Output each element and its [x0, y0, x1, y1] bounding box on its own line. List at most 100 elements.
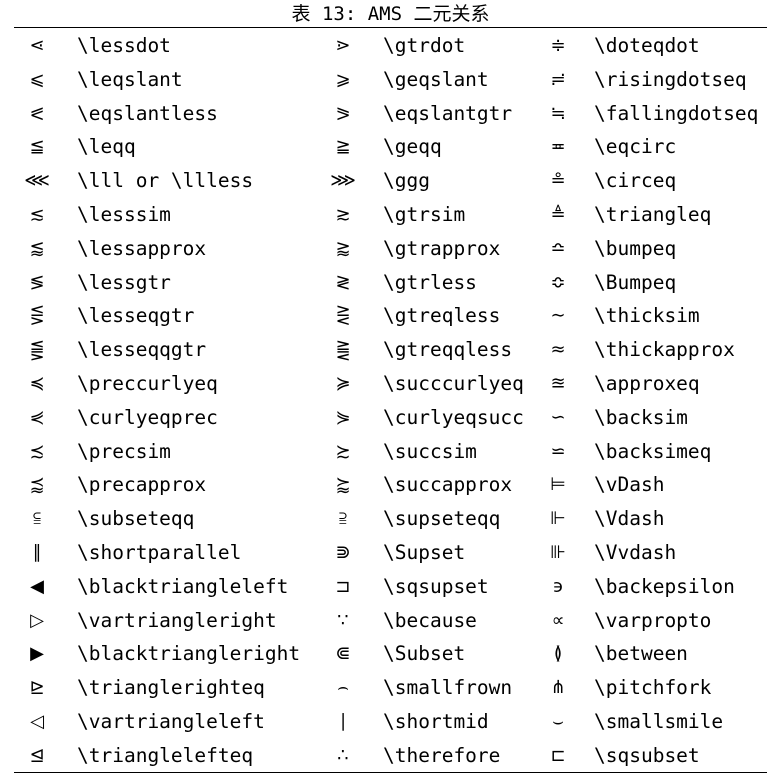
relation-symbol: ⊨: [550, 474, 566, 496]
relation-symbol: ≏: [550, 237, 566, 259]
latex-command: \vDash: [594, 473, 665, 497]
relation-symbol: ∣: [338, 710, 348, 732]
relation-symbol: ⊴: [29, 744, 45, 766]
table-row: ≾ \precsim ≿ \succsim ⋍ \backsimeq: [0, 435, 781, 469]
relation-symbol: ≦: [29, 136, 45, 158]
latex-command: \gtrdot: [383, 34, 466, 57]
relation-symbol: ⋖: [29, 35, 45, 56]
relation-symbol: ≾: [29, 440, 45, 462]
latex-command: \doteqdot: [594, 34, 700, 57]
table-row: ⊵ \trianglerighteq ⌢ \smallfrown ⋔ \pitchfork: [0, 671, 781, 705]
relation-symbol: ≈: [550, 339, 566, 361]
relation-symbol: ⫅: [33, 508, 41, 530]
latex-command: \Subset: [383, 642, 466, 666]
table-row: ≲ \lesssim ≳ \gtrsim ≜ \triangleq: [0, 198, 781, 232]
latex-command: \subseteqq: [77, 507, 195, 531]
latex-command: \fallingdotseq: [594, 101, 759, 125]
table-row: ⪅ \lessapprox ⪆ \gtrapprox ≏ \bumpeq: [0, 232, 781, 266]
latex-command: \blacktriangleleft: [77, 574, 289, 598]
relation-symbol: ≽: [335, 372, 351, 394]
relation-symbol: ⪌: [335, 339, 351, 361]
latex-command: \trianglelefteq: [77, 743, 254, 767]
latex-command: \shortmid: [383, 709, 489, 733]
latex-command: \lesseqqgtr: [77, 338, 207, 362]
relation-symbol: ⊵: [29, 677, 45, 699]
latex-command: \gtreqless: [383, 304, 501, 328]
latex-command: \supseteqq: [383, 507, 501, 531]
table-row: ⋞ \curlyeqprec ⋟ \curlyeqsucc ∽ \backsim: [0, 401, 781, 435]
relation-symbol: ≶: [29, 271, 45, 293]
latex-command: \thicksim: [594, 304, 700, 328]
relation-symbol: ≷: [335, 271, 351, 293]
latex-command: \lesssim: [77, 202, 171, 226]
relation-symbol: ≬: [553, 643, 563, 665]
relation-symbol: ⋍: [550, 440, 566, 462]
relation-symbol: ⪕: [29, 102, 45, 124]
relation-symbol: ≑: [550, 35, 566, 56]
latex-command: \lesseqgtr: [77, 304, 195, 328]
latex-command: \lll or \llless: [77, 169, 254, 193]
latex-command: \gtrless: [383, 270, 477, 294]
table-row: ≦ \leqq ≧ \geqq ≖ \eqcirc: [0, 130, 781, 164]
relation-symbol: ⪷: [29, 474, 45, 496]
relation-symbol: ⌣: [552, 710, 564, 732]
relation-symbol: ▷: [30, 609, 44, 631]
latex-command: \gtreqqless: [383, 338, 513, 362]
relation-symbol: ⋞: [29, 406, 45, 428]
relation-symbol: ⋑: [335, 541, 351, 563]
latex-command: \triangleq: [594, 202, 712, 226]
table-caption: 表 13: AMS 二元关系: [291, 3, 490, 25]
symbol-table: ⋖ \lessdot ⋗ \gtrdot ≑ \doteqdot ⩽ \leqslant ⩾ \g…: [0, 29, 781, 773]
table-row: ⋖ \lessdot ⋗ \gtrdot ≑ \doteqdot: [0, 29, 781, 63]
relation-symbol: ≒: [550, 102, 566, 124]
latex-command: \varpropto: [594, 608, 712, 632]
latex-command: \shortparallel: [77, 540, 242, 564]
relation-symbol: ⩽: [29, 68, 45, 90]
latex-command: \backsimeq: [594, 439, 712, 463]
latex-command: \vartriangleright: [77, 608, 277, 632]
table-row: ⫅ \subseteqq ⫆ \supseteqq ⊩ \Vdash: [0, 502, 781, 536]
latex-command: \blacktriangleright: [77, 642, 301, 666]
latex-command: \approxeq: [594, 371, 700, 395]
relation-symbol: ≎: [550, 271, 566, 293]
latex-command: \Supset: [383, 540, 466, 564]
relation-symbol: ⊐: [335, 575, 351, 597]
relation-symbol: ⪸: [335, 474, 351, 496]
relation-symbol: ∽: [550, 406, 566, 428]
latex-command: \bumpeq: [594, 236, 677, 260]
table-row: ≶ \lessgtr ≷ \gtrless ≎ \Bumpeq: [0, 266, 781, 300]
latex-command: \succcurlyeq: [383, 371, 524, 395]
table-row: ▷ \vartriangleright ∵ \because ∝ \varpropto: [0, 604, 781, 638]
relation-symbol: ∴: [337, 744, 349, 766]
latex-command: \risingdotseq: [594, 67, 747, 91]
latex-command: \succapprox: [383, 473, 513, 497]
latex-command: \vartriangleleft: [77, 709, 265, 733]
latex-command: \lessapprox: [77, 236, 207, 260]
table-row: ⊴ \trianglelefteq ∴ \therefore ⊏ \sqsubset: [0, 739, 781, 773]
latex-command: \backepsilon: [594, 574, 735, 598]
relation-symbol: ⫆: [339, 508, 347, 530]
relation-symbol: ≿: [335, 440, 351, 462]
relation-symbol: ⌢: [337, 677, 349, 699]
latex-command: \preccurlyeq: [77, 371, 218, 395]
latex-command: \leqq: [77, 135, 136, 159]
latex-command: \Bumpeq: [594, 270, 677, 294]
latex-command: \between: [594, 642, 688, 666]
latex-command: \leqslant: [77, 67, 183, 91]
relation-symbol: ▶: [30, 643, 44, 665]
relation-symbol: ⋗: [335, 35, 351, 56]
latex-command: \geqslant: [383, 67, 489, 91]
relation-symbol: ⋛: [335, 305, 351, 327]
latex-command: \precapprox: [77, 473, 207, 497]
latex-command: \Vdash: [594, 507, 665, 531]
latex-command: \trianglerighteq: [77, 676, 265, 700]
latex-command: \curlyeqsucc: [383, 405, 524, 429]
relation-symbol: ⊩: [550, 508, 566, 530]
latex-command: \thickapprox: [594, 338, 735, 362]
relation-symbol: ⋐: [335, 643, 351, 665]
relation-symbol: ⪆: [335, 237, 351, 259]
relation-symbol: ∼: [550, 305, 566, 327]
relation-symbol: ⋙: [330, 170, 356, 192]
relation-symbol: ◁: [30, 710, 44, 732]
relation-symbol: ◀: [30, 575, 44, 597]
